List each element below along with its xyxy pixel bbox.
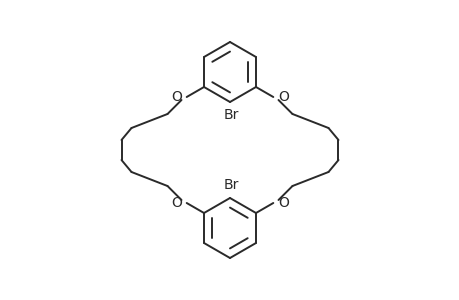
Text: O: O: [170, 196, 181, 210]
Text: O: O: [170, 90, 181, 104]
Text: Br: Br: [223, 178, 238, 192]
Text: Br: Br: [223, 108, 238, 122]
Text: O: O: [278, 196, 289, 210]
Text: O: O: [278, 90, 289, 104]
